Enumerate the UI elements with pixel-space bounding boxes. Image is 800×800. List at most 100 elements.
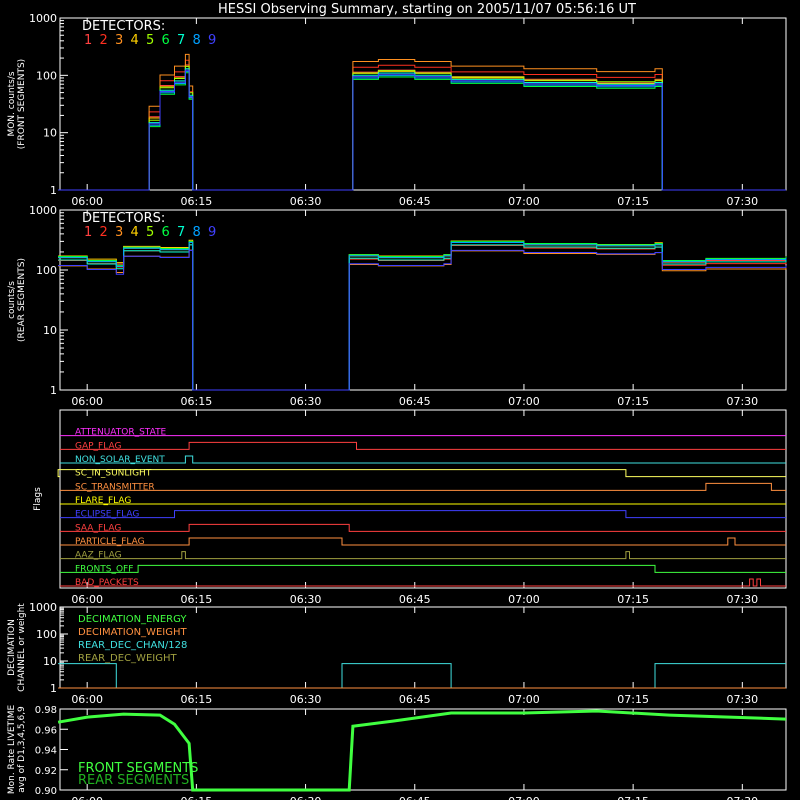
livetime-xtick-label-4: 07:00 <box>508 795 540 800</box>
livetime-xtick-label-2: 06:30 <box>290 795 322 800</box>
rear-legend-label-9: 9 <box>208 225 216 240</box>
rear-series-det-5 <box>58 242 787 391</box>
decimation-ytick-label-0: 1 <box>50 682 57 695</box>
flag-line-4 <box>60 482 786 491</box>
rear-legend-label-6: 6 <box>162 225 170 240</box>
front-legend-label-4: 4 <box>131 33 139 48</box>
decimation-ylabel-0: DECIMATION <box>7 619 17 676</box>
livetime-xtick-label-5: 07:15 <box>617 795 649 800</box>
front-legend-label-1: 1 <box>84 33 92 48</box>
flag-label-2: NON_SOLAR_EVENT <box>75 455 165 465</box>
front-legend-label-9: 9 <box>208 33 216 48</box>
flags-frame <box>59 409 787 589</box>
rear-frame <box>59 209 787 391</box>
livetime-xtick-label-1: 06:15 <box>181 795 213 800</box>
flag-line-6 <box>60 510 786 519</box>
front-series-det-1 <box>58 64 786 191</box>
front-legend-label-3: 3 <box>115 33 123 48</box>
front-legend-title: DETECTORS: <box>82 19 165 34</box>
flags-xtick-label-1: 06:15 <box>181 593 213 606</box>
flag-label-7: SAA_FLAG <box>75 523 121 533</box>
livetime-legend-label-0: FRONT SEGMENTS <box>78 761 198 776</box>
livetime-ytick-label-1: 0.92 <box>35 766 57 777</box>
rear-xtick-label-5: 07:15 <box>617 395 649 408</box>
rear-xtick-label-6: 07:30 <box>726 395 758 408</box>
rear-xtick-label-0: 06:00 <box>71 395 103 408</box>
rear-ylabel-0: counts/s <box>7 281 17 319</box>
rear-legend-label-8: 8 <box>193 225 201 240</box>
decimation-xtick-label-6: 07:30 <box>726 693 758 706</box>
rear-legend-label-3: 3 <box>115 225 123 240</box>
front-series-det-5 <box>58 65 786 191</box>
decimation-xtick-label-1: 06:15 <box>181 693 213 706</box>
rear-series-det-9 <box>58 249 787 391</box>
flag-label-6: ECLIPSE_FLAG <box>75 510 139 520</box>
rear-series-det-8 <box>58 242 787 391</box>
flag-line-7 <box>60 523 786 532</box>
flag-label-11: BAD_PACKETS <box>75 578 139 588</box>
flag-line-2 <box>60 455 786 464</box>
rear-ytick-label-3: 1000 <box>29 204 57 217</box>
livetime-ylabel-0: Mon. Rate LIVETIME <box>7 705 17 795</box>
flag-line-3 <box>57 469 786 478</box>
flags-xtick-label-3: 06:45 <box>399 593 431 606</box>
rear-ytick-label-1: 10 <box>43 324 57 337</box>
flag-line-1 <box>60 441 786 450</box>
rear-ytick-label-2: 100 <box>36 264 57 277</box>
livetime-ytick-label-3: 0.96 <box>35 725 57 736</box>
flag-line-11 <box>60 578 786 587</box>
front-legend-label-6: 6 <box>162 33 170 48</box>
decimation-legend-label-3: REAR_DEC_WEIGHT <box>78 653 177 664</box>
rear-xtick-label-1: 06:15 <box>181 395 213 408</box>
decimation-xtick-label-0: 06:00 <box>71 693 103 706</box>
decimation-ytick-label-2: 100 <box>36 628 57 641</box>
flag-label-0: ATTENUATOR_STATE <box>75 428 167 438</box>
flag-label-9: AAZ_FLAG <box>75 551 122 561</box>
flags-ylabel: Flags <box>33 487 43 511</box>
front-series-det-8 <box>58 70 786 191</box>
front-legend-label-5: 5 <box>146 33 154 48</box>
rear-xtick-label-2: 06:30 <box>290 395 322 408</box>
decimation-legend-label-2: REAR_DEC_CHAN/128 <box>78 640 187 651</box>
decimation-xtick-label-2: 06:30 <box>290 693 322 706</box>
flags-xtick-label-2: 06:30 <box>290 593 322 606</box>
front-ylabel-1: (FRONT SEGMENTS) <box>17 59 27 149</box>
livetime-ytick-label-0: 0.90 <box>35 786 57 797</box>
flag-label-10: FRONTS_OFF <box>75 564 133 574</box>
livetime-xtick-label-3: 06:45 <box>399 795 431 800</box>
flag-line-9 <box>60 551 786 560</box>
rear-series-det-2 <box>58 244 787 391</box>
flag-line-8 <box>60 537 786 546</box>
flags-xtick-label-6: 07:30 <box>726 593 758 606</box>
front-xtick-label-0: 06:00 <box>71 195 103 208</box>
front-xtick-label-5: 07:15 <box>617 195 649 208</box>
flags-xtick-label-0: 06:00 <box>71 593 103 606</box>
flags-xtick-label-4: 07:00 <box>508 593 540 606</box>
rear-series-det-3 <box>58 249 787 391</box>
flag-label-3: SC_IN_SUNLIGHT <box>75 469 152 479</box>
livetime-ytick-label-2: 0.94 <box>35 746 57 757</box>
rear-ytick-label-0: 1 <box>50 384 57 397</box>
front-ytick-label-0: 1 <box>50 184 57 197</box>
flag-label-5: FLARE_FLAG <box>75 496 131 506</box>
decimation-legend-label-0: DECIMATION_ENERGY <box>78 614 187 625</box>
rear-legend-label-5: 5 <box>146 225 154 240</box>
livetime-ylabel-1: avg of D1,3,4,5,6,9 <box>17 706 27 793</box>
decimation-xtick-label-4: 07:00 <box>508 693 540 706</box>
front-series-det-3 <box>58 53 786 191</box>
chart-title: HESSI Observing Summary, starting on 200… <box>218 2 636 17</box>
front-xtick-label-1: 06:15 <box>181 195 213 208</box>
flag-label-1: GAP_FLAG <box>75 441 121 451</box>
front-xtick-label-4: 07:00 <box>508 195 540 208</box>
rear-legend-label-7: 7 <box>177 225 185 240</box>
livetime-series-0 <box>57 709 787 792</box>
flag-line-10 <box>60 564 786 573</box>
livetime-legend-label-1: REAR SEGMENTS <box>78 773 189 788</box>
rear-legend-label-4: 4 <box>131 225 139 240</box>
decimation-ytick-label-3: 1000 <box>29 601 57 614</box>
rear-series-det-7 <box>58 244 787 391</box>
flag-label-4: SC_TRANSMITTER <box>75 482 155 492</box>
decimation-ylabel-1: CHANNEL or weight <box>17 603 27 692</box>
front-ylabel-0: MON. counts/s <box>7 71 17 136</box>
front-xtick-label-2: 06:30 <box>290 195 322 208</box>
